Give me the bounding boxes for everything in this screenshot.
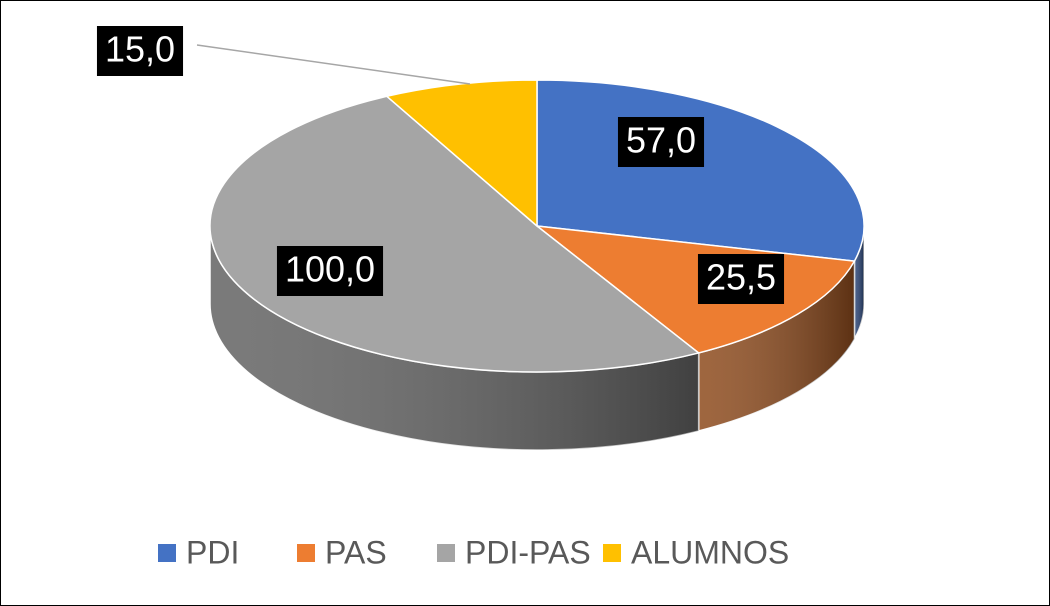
data-label: 100,0	[285, 249, 375, 290]
pie-side-shade	[854, 226, 864, 340]
leader-line	[196, 44, 471, 85]
legend-swatch	[297, 544, 315, 562]
data-label: 15,0	[105, 29, 175, 70]
legend-swatch	[603, 544, 621, 562]
legend-swatch	[158, 544, 176, 562]
legend-label: ALUMNOS	[631, 534, 789, 570]
pie-side-shade	[210, 226, 699, 451]
data-label-box	[697, 254, 785, 304]
legend-label: PDI-PAS	[465, 534, 591, 570]
pie-slice	[385, 79, 538, 228]
pie-slice	[209, 95, 701, 373]
data-label-box	[96, 26, 184, 76]
legend-swatch	[437, 544, 455, 562]
data-label-box	[617, 117, 705, 167]
data-label: 57,0	[626, 120, 696, 161]
pie-side-shade	[698, 261, 855, 431]
legend-label: PAS	[325, 534, 387, 570]
data-label-box	[276, 246, 384, 296]
legend-label: PDI	[186, 534, 239, 570]
data-label: 25,5	[706, 257, 776, 298]
